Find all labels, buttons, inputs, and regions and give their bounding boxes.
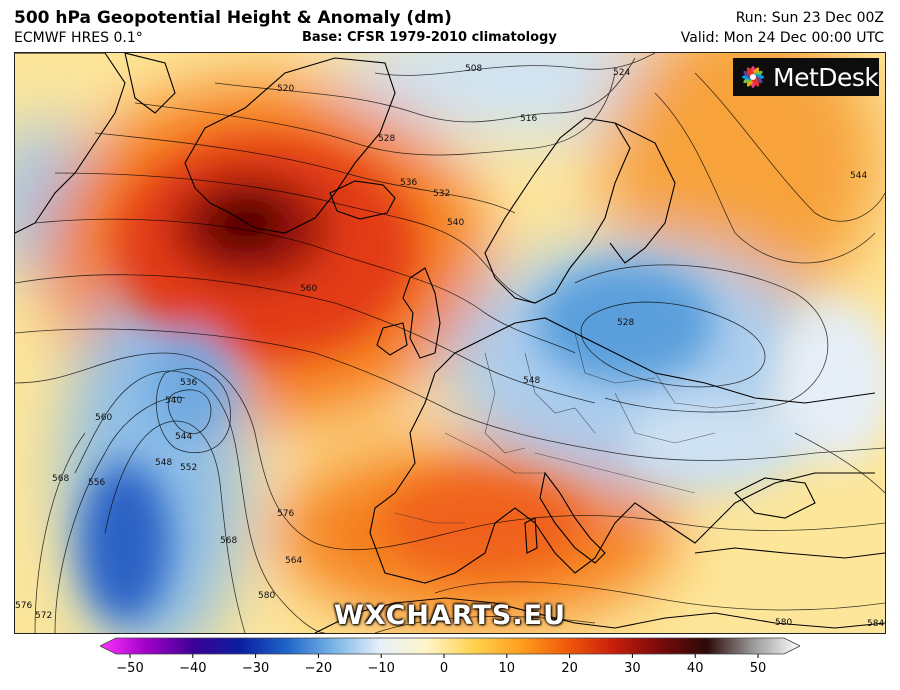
- height-contours: [15, 53, 885, 633]
- colorbar-tick-label: −40: [179, 661, 206, 676]
- anomaly-colorbar: −50 −40 −30 −20 −10 0 10 20 30 40 50: [99, 636, 801, 686]
- contour-label: 564: [285, 556, 302, 566]
- contour-label: 544: [175, 432, 192, 442]
- model-label: ECMWF HRES 0.1°: [14, 30, 143, 46]
- contour-label: 576: [15, 601, 32, 611]
- contour-label: 540: [165, 396, 182, 406]
- colorbar-tick-label: 40: [687, 661, 704, 676]
- colorbar-tick-label: −50: [116, 661, 143, 676]
- contour-label: 568: [220, 536, 237, 546]
- contour-label: 568: [52, 474, 69, 484]
- colorbar-tick-label: 30: [624, 661, 641, 676]
- contour-label: 528: [378, 134, 395, 144]
- anomaly-map[interactable]: 508 516 520 524 528 528 532 536 536 540 540 544 544 5…: [14, 52, 886, 634]
- contour-label: 548: [523, 376, 540, 386]
- metdesk-flower-icon: [742, 66, 764, 88]
- contour-label: 580: [775, 618, 792, 628]
- contour-label: 548: [155, 458, 172, 468]
- colorbar-tick-label: 50: [750, 661, 767, 676]
- contour-label: 556: [88, 478, 105, 488]
- metdesk-logo-text: MetDesk: [773, 62, 879, 92]
- coastlines: [15, 53, 885, 633]
- contour-label: 528: [617, 318, 634, 328]
- contour-label: 572: [35, 611, 52, 621]
- contour-label: 552: [180, 463, 197, 473]
- colorbar-tick-label: 10: [499, 661, 516, 676]
- contour-label: 580: [258, 591, 275, 601]
- contour-label: 532: [433, 189, 450, 199]
- contour-labels: 508 516 520 524 528 528 532 536 536 540 540 544 544 5…: [15, 64, 884, 629]
- contour-label: 536: [400, 178, 417, 188]
- chart-title: 500 hPa Geopotential Height & Anomaly (d…: [14, 8, 452, 28]
- colorbar-tick-label: −30: [242, 661, 269, 676]
- contour-label: 544: [850, 171, 867, 181]
- contour-label: 520: [277, 84, 294, 94]
- contour-label: 536: [180, 378, 197, 388]
- valid-time: Valid: Mon 24 Dec 00:00 UTC: [680, 30, 884, 46]
- contour-label: 584: [867, 619, 884, 629]
- metdesk-logo: MetDesk: [733, 58, 879, 96]
- anomaly-field: [15, 53, 885, 633]
- contour-label: 524: [613, 68, 630, 78]
- map-canvas: 508 516 520 524 528 528 532 536 536 540 540 544 544 5…: [15, 53, 885, 633]
- run-time: Run: Sun 23 Dec 00Z: [735, 10, 884, 26]
- colorbar-ticks: −50 −40 −30 −20 −10 0 10 20 30 40 50: [116, 654, 766, 676]
- contour-label: 560: [95, 413, 112, 423]
- contour-label: 576: [277, 509, 294, 519]
- borders: [394, 332, 756, 524]
- colorbar-tick-label: −20: [305, 661, 332, 676]
- colorbar-bar: [99, 637, 801, 655]
- contour-label: 560: [300, 284, 317, 294]
- contour-label: 508: [465, 64, 482, 74]
- climatology-label: Base: CFSR 1979-2010 climatology: [302, 30, 557, 45]
- colorbar-tick-label: 0: [440, 661, 448, 676]
- wxcharts-watermark: WXCHARTS.EU: [333, 600, 566, 631]
- colorbar-tick-label: 20: [561, 661, 578, 676]
- contour-label: 540: [447, 218, 464, 228]
- contour-label: 516: [520, 114, 537, 124]
- colorbar-canvas: −50 −40 −30 −20 −10 0 10 20 30 40 50: [99, 637, 801, 676]
- colorbar-tick-label: −10: [367, 661, 394, 676]
